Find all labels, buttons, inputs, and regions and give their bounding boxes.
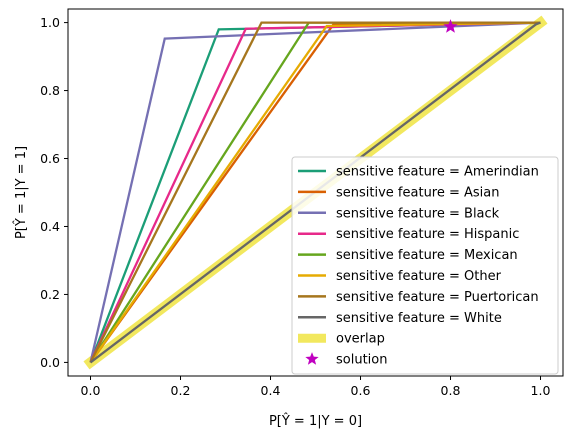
legend-label: sensitive feature = Black [336,206,500,221]
legend: sensitive feature = Amerindian sensitive … [291,156,559,375]
legend-label: sensitive feature = White [336,311,502,326]
legend-label: solution [336,353,387,368]
legend-label: sensitive feature = Hispanic [336,227,519,242]
y-axis-label: P[Ŷ = 1|Y = 1] [13,146,29,239]
legend-label: sensitive feature = Mexican [336,248,518,263]
legend-swatch [305,352,319,365]
series-line-2 [89,21,541,363]
solution-marker [443,19,458,33]
y-tick-label: 1.0 [40,15,60,30]
y-tick-label: 0.8 [40,83,60,98]
legend-box [291,156,559,375]
x-tick-label: 0.2 [171,383,191,398]
y-tick-label: 0.2 [40,287,60,302]
x-axis-label: P[Ŷ = 1|Y = 0] [269,413,362,429]
axes: 0.0 0.2 0.4 0.6 0.8 1.0 0.0 0.2 0.4 0.6 0.8 1.0 P[Ŷ … [13,8,564,429]
legend-label: sensitive feature = Other [336,269,502,284]
series-line-6 [89,21,541,363]
legend-label: overlap [336,332,385,347]
x-tick-label: 0.0 [81,383,101,398]
series-line-7 [89,21,541,364]
legend-label: sensitive feature = Amerindian [336,165,539,180]
plot-area [83,15,548,370]
x-tick-label: 0.6 [351,383,371,398]
x-tick-label: 0.8 [441,383,461,398]
y-tick-label: 0.4 [40,219,60,234]
y-tick-label: 0.0 [40,355,60,370]
x-tick-label: 1.0 [531,383,551,398]
legend-label: sensitive feature = Puertorican [336,290,539,305]
plot-frame [67,8,564,377]
y-tick-label: 0.6 [40,151,60,166]
legend-label: sensitive feature = Asian [336,185,500,200]
x-tick-label: 0.4 [261,383,281,398]
